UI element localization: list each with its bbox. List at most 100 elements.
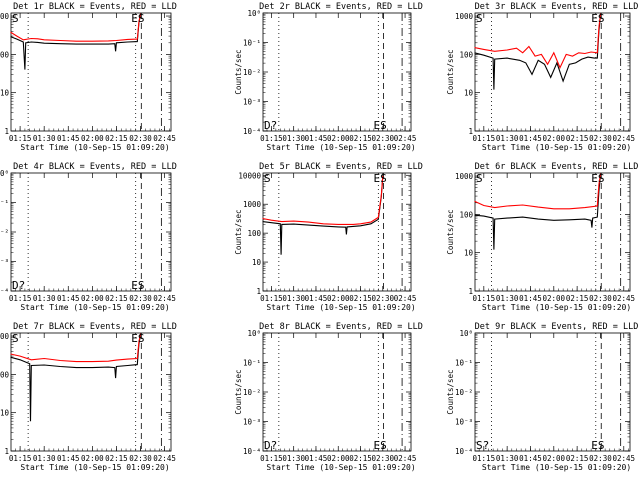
x-tick-label: 01:30	[282, 454, 305, 463]
x-tick-label: 02:00	[81, 454, 104, 463]
x-axis-label: Start Time (10-Sep-15 01:09:20)	[266, 463, 415, 472]
x-tick-label: 02:30	[371, 454, 394, 463]
event-marker-label: S	[476, 12, 483, 25]
x-axis-label: Start Time (10-Sep-15 01:09:20)	[20, 303, 169, 312]
x-tick-label: 01:30	[33, 294, 56, 303]
x-tick-label: 02:15	[349, 454, 372, 463]
x-tick-label: 01:30	[496, 454, 519, 463]
y-tick-label: 1	[468, 127, 473, 136]
event-marker-label: D?	[12, 279, 25, 292]
x-tick-label: 01:45	[519, 454, 542, 463]
panel-det-9r: Det 9r BLACK = Events, RED = LLD 10⁻⁴ 10⁻³…	[446, 322, 638, 472]
panel-det-4r: Det 4r BLACK = Events, RED = LLD 10⁻⁴ 10⁻³…	[0, 162, 177, 312]
x-tick-label: 02:30	[589, 454, 612, 463]
series-line-lld	[262, 175, 384, 225]
x-tick-label: 02:45	[612, 294, 635, 303]
x-tick-label: 02:45	[394, 454, 417, 463]
event-marker-label: ES	[591, 439, 604, 452]
series-line-events	[474, 14, 602, 90]
panel-det-6r: Det 6r BLACK = Events, RED = LLD 1 10 100 10…	[446, 162, 638, 312]
panel-title: Det 2r BLACK = Events, RED = LLD	[259, 2, 423, 12]
x-tick-label: 02:15	[349, 294, 372, 303]
event-marker-label: D?	[264, 439, 277, 452]
x-tick-label: 02:30	[129, 294, 152, 303]
panel-title: Det 7r BLACK = Events, RED = LLD	[13, 322, 177, 332]
x-tick-label: 01:15	[473, 134, 496, 143]
x-tick-label: 02:45	[394, 134, 417, 143]
x-tick-label: 02:00	[543, 454, 566, 463]
x-axis-label: Start Time (10-Sep-15 01:09:20)	[482, 143, 631, 152]
series-line-lld	[10, 13, 142, 42]
y-tick-label: 1000	[455, 12, 474, 21]
x-axis-label: Start Time (10-Sep-15 01:09:20)	[266, 143, 415, 152]
x-axis-label: Start Time (10-Sep-15 01:09:20)	[482, 463, 631, 472]
x-tick-label: 02:30	[371, 294, 394, 303]
axes-frame	[10, 172, 172, 292]
event-marker-label: ES	[374, 172, 387, 185]
event-marker-label: ES	[374, 119, 387, 132]
y-tick-label: 10	[464, 89, 474, 98]
x-tick-label: 01:45	[305, 454, 328, 463]
y-axis-label: Counts/sec	[446, 209, 455, 254]
x-tick-label: 01:15	[473, 294, 496, 303]
panel-title: Det 1r BLACK = Events, RED = LLD	[13, 2, 177, 12]
panel-det-1r: Det 1r BLACK = Events, RED = LLD 1 10 100 10…	[0, 2, 177, 152]
series-line-events	[10, 14, 142, 70]
y-tick-label: 10⁻²	[0, 228, 9, 237]
y-tick-label: 1000	[0, 332, 9, 341]
y-tick-label: 10⁻¹	[455, 359, 473, 368]
y-axis-label: Counts/sec	[446, 369, 455, 414]
y-tick-label: 10	[0, 89, 9, 98]
y-tick-label: 100	[247, 229, 261, 238]
x-tick-label: 02:45	[612, 454, 635, 463]
panel-det-8r: Det 8r BLACK = Events, RED = LLD 10⁻⁴ 10⁻³…	[234, 322, 423, 472]
x-tick-label: 02:00	[543, 134, 566, 143]
event-marker-label: ES	[131, 332, 144, 345]
x-tick-label: 02:15	[349, 134, 372, 143]
y-tick-label: 1	[256, 287, 261, 296]
x-tick-label: 02:15	[105, 134, 128, 143]
x-tick-label: 01:15	[473, 454, 496, 463]
x-tick-label: 02:30	[589, 294, 612, 303]
y-tick-label: 10⁰	[0, 169, 9, 178]
y-tick-label: 10	[0, 409, 9, 418]
event-marker-label: S	[476, 172, 483, 185]
event-marker-label: S	[12, 332, 19, 345]
axes-frame	[474, 12, 631, 132]
panel-det-3r: Det 3r BLACK = Events, RED = LLD 1 10 100 10…	[446, 2, 638, 152]
x-tick-label: 01:30	[496, 294, 519, 303]
y-tick-label: 10⁻⁴	[455, 447, 473, 456]
y-tick-label: 10⁻³	[0, 258, 9, 267]
x-tick-label: 01:30	[33, 454, 56, 463]
y-tick-label: 1	[468, 287, 473, 296]
y-axis-label: Counts/sec	[234, 369, 243, 414]
panel-title: Det 3r BLACK = Events, RED = LLD	[475, 2, 639, 12]
panel-det-2r: Det 2r BLACK = Events, RED = LLD 10⁻⁴ 10⁻³…	[234, 2, 423, 152]
x-tick-label: 01:15	[260, 454, 283, 463]
panel-title: Det 9r BLACK = Events, RED = LLD	[475, 322, 639, 332]
x-tick-label: 01:30	[496, 134, 519, 143]
x-tick-label: 02:00	[81, 134, 104, 143]
y-tick-label: 100	[0, 50, 9, 59]
y-tick-label: 10⁰	[247, 9, 261, 18]
y-tick-label: 100	[0, 370, 9, 379]
event-marker-label: ES	[131, 279, 144, 292]
series-line-events	[262, 176, 384, 255]
x-tick-label: 01:45	[305, 134, 328, 143]
axes-frame	[10, 332, 172, 452]
y-tick-label: 10⁰	[247, 329, 261, 338]
x-tick-label: 01:30	[282, 294, 305, 303]
x-tick-label: 02:45	[153, 294, 176, 303]
y-tick-label: 10⁻²	[455, 388, 473, 397]
x-tick-label: 02:00	[81, 294, 104, 303]
x-tick-label: 01:45	[305, 294, 328, 303]
x-tick-label: 02:15	[566, 134, 589, 143]
y-axis-label: Counts/sec	[234, 49, 243, 94]
x-tick-label: 02:00	[327, 294, 350, 303]
y-tick-label: 10⁻²	[243, 388, 261, 397]
x-tick-label: 02:00	[543, 294, 566, 303]
y-tick-label: 10	[252, 258, 262, 267]
axes-frame	[262, 172, 412, 292]
